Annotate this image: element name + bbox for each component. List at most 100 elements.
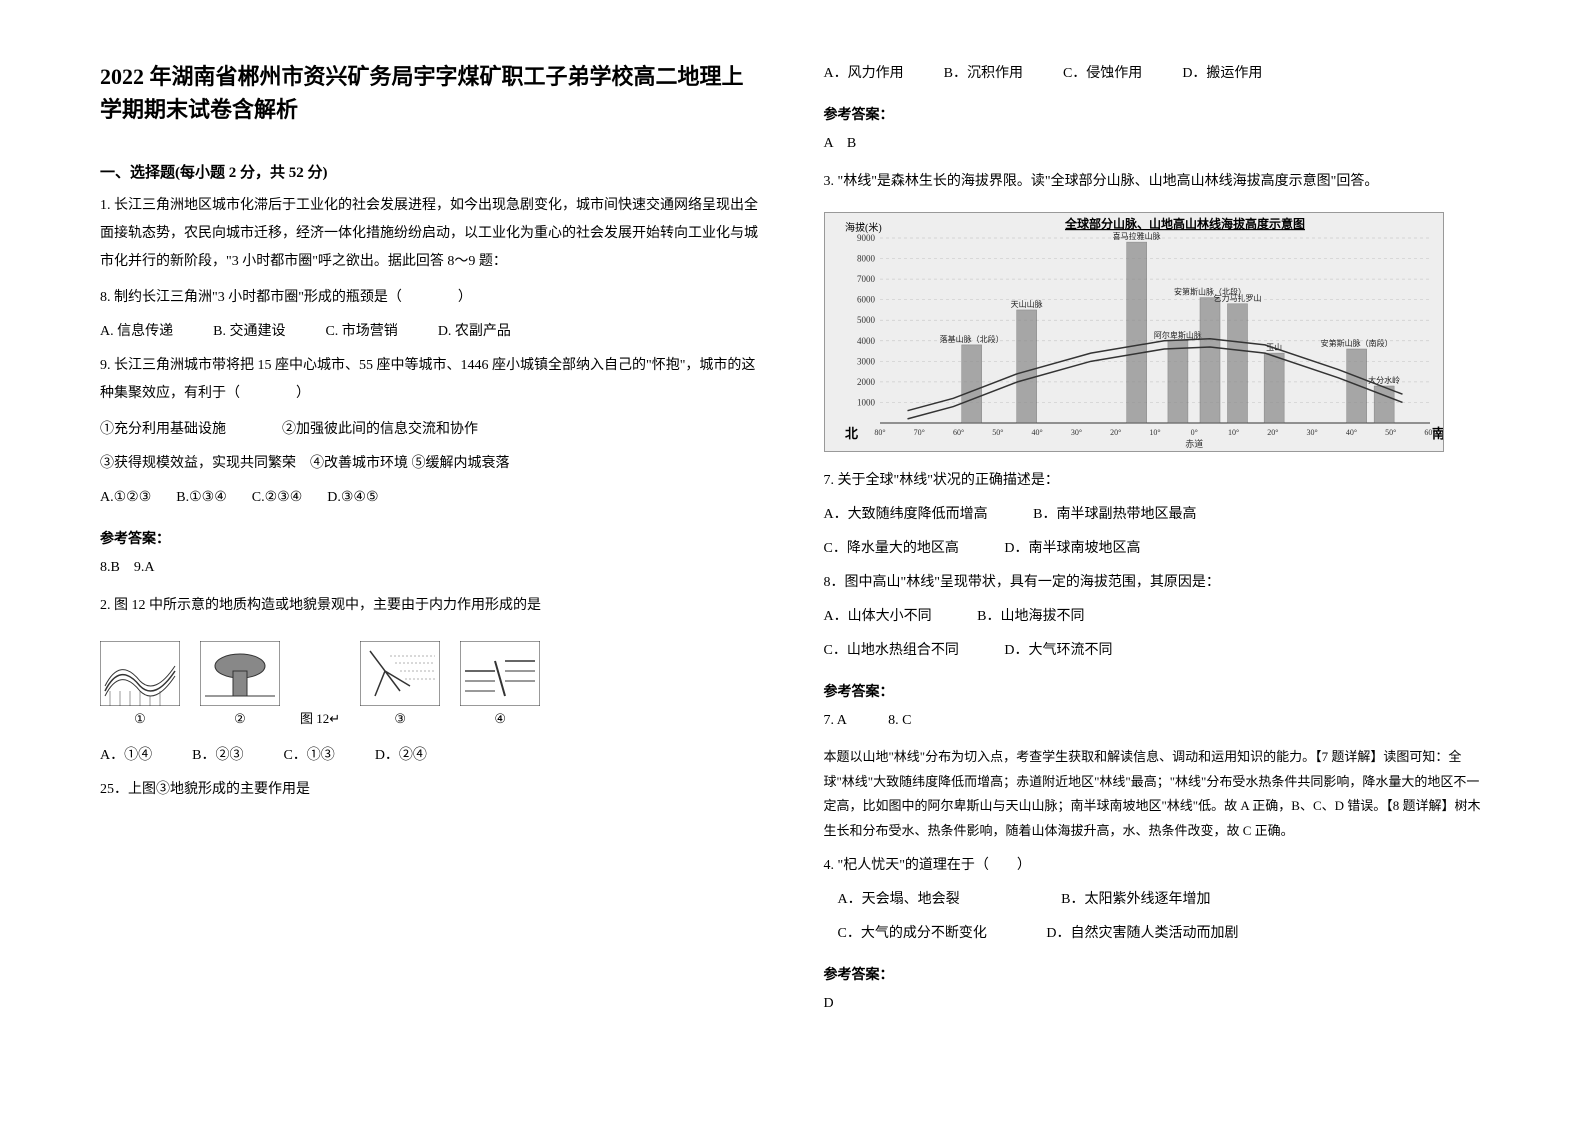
q4-opts-ab: A．天会塌、地会裂 B．太阳紫外线逐年增加 — [824, 886, 1488, 914]
q8-opt-d: D. 农副产品 — [438, 318, 511, 346]
q3-q8-b: B．山地海拔不同 — [977, 609, 1084, 624]
fig-label-3: ③ — [394, 711, 406, 727]
fig-label-4: ④ — [494, 711, 506, 727]
q3-q8: 8．图中高山"林线"呈现带状，具有一定的海拔范围，其原因是： — [824, 569, 1488, 597]
q25-stem: 25．上图③地貌形成的主要作用是 — [100, 776, 764, 804]
mushroom-rock-icon — [200, 641, 280, 706]
treeline-chart: 全球部分山脉、山地高山林线海拔高度示意图海拔(米)100020003000400… — [824, 212, 1488, 457]
q2-opt-a: A．①④ — [100, 742, 152, 770]
figure-12: ① ② 图 12↵ ③ — [100, 641, 764, 727]
svg-text:北: 北 — [845, 426, 858, 441]
svg-text:70°: 70° — [913, 428, 924, 437]
q2-options: A．①④ B．②③ C．①③ D．②④ — [100, 742, 764, 770]
q3-answer-label: 参考答案： — [824, 681, 1488, 701]
svg-text:5000: 5000 — [857, 315, 876, 325]
svg-text:赤道: 赤道 — [1185, 438, 1203, 449]
fig-label-2: ② — [234, 711, 246, 727]
q8-opt-a: A. 信息传递 — [100, 318, 173, 346]
svg-text:60°: 60° — [952, 428, 963, 437]
figure-2: ② — [200, 641, 280, 727]
q9-options: A.①②③ B.①③④ C.②③④ D.③④⑤ — [100, 484, 764, 512]
svg-text:50°: 50° — [1385, 428, 1396, 437]
q9-opt-d: D.③④⑤ — [327, 484, 378, 512]
svg-text:20°: 20° — [1267, 428, 1278, 437]
q9-opt-b: B.①③④ — [176, 484, 227, 512]
q1-answer: 8.B 9.A — [100, 554, 764, 582]
q25-opt-c: C．侵蚀作用 — [1063, 60, 1142, 88]
svg-text:10°: 10° — [1227, 428, 1238, 437]
q4-c: C．大气的成分不断变化 — [838, 926, 987, 941]
svg-text:9000: 9000 — [857, 233, 876, 243]
svg-text:40°: 40° — [1345, 428, 1356, 437]
q3-q8-d: D．大气环流不同 — [1004, 643, 1112, 658]
svg-text:安第斯山脉（南段）: 安第斯山脉（南段） — [1320, 338, 1392, 348]
q1-intro: 1. 长江三角洲地区城市化滞后于工业化的社会发展进程，如今出现急剧变化，城市间快… — [100, 192, 764, 276]
svg-text:10°: 10° — [1149, 428, 1160, 437]
svg-text:20°: 20° — [1110, 428, 1121, 437]
q25-opt-b: B．沉积作用 — [944, 60, 1023, 88]
delta-diagram-icon — [360, 641, 440, 706]
svg-text:0°: 0° — [1190, 428, 1197, 437]
figure-3: ③ — [360, 641, 440, 727]
q8-stem: 8. 制约长江三角洲"3 小时都市圈"形成的瓶颈是（ ） — [100, 284, 764, 312]
q2-opt-d: D．②④ — [375, 742, 427, 770]
section-heading: 一、选择题(每小题 2 分，共 52 分) — [100, 161, 764, 182]
q3-q7-d: D．南半球南坡地区高 — [1004, 541, 1140, 556]
q3-q7: 7. 关于全球"林线"状况的正确描述是： — [824, 467, 1488, 495]
q9-item-1: ③获得规模效益，实现共同繁荣 ④改善城市环境 ⑤缓解内城衰落 — [100, 450, 764, 478]
svg-text:7000: 7000 — [857, 274, 876, 284]
q9-opt-c: C.②③④ — [252, 484, 303, 512]
q3-q8-opts-ab: A．山体大小不同 B．山地海拔不同 — [824, 603, 1488, 631]
q3-explanation: 本题以山地"林线"分布为切入点，考查学生获取和解读信息、调动和运用知识的能力。【… — [824, 745, 1488, 844]
q4-a: A．天会塌、地会裂 — [838, 892, 960, 907]
svg-text:落基山脉（北段）: 落基山脉（北段） — [939, 334, 1003, 344]
svg-text:8000: 8000 — [857, 254, 876, 264]
right-column: A．风力作用 B．沉积作用 C．侵蚀作用 D．搬运作用 参考答案： A B 3.… — [824, 60, 1488, 1062]
svg-text:2000: 2000 — [857, 377, 876, 387]
svg-text:乞力马扎罗山: 乞力马扎罗山 — [1213, 293, 1261, 303]
q4-answer: D — [824, 990, 1488, 1018]
q25-opt-a: A．风力作用 — [824, 60, 904, 88]
q3-q8-c: C．山地水热组合不同 — [824, 643, 959, 658]
q4-stem: 4. "杞人忧天"的道理在于（ ） — [824, 852, 1488, 880]
fig-label-1: ① — [134, 711, 146, 727]
q3-q7-c: C．降水量大的地区高 — [824, 541, 959, 556]
q9-item-0: ①充分利用基础设施 ②加强彼此间的信息交流和协作 — [100, 416, 764, 444]
q4-d: D．自然灾害随人类活动而加剧 — [1046, 926, 1238, 941]
q8-options: A. 信息传递 B. 交通建设 C. 市场营销 D. 农副产品 — [100, 318, 764, 346]
q3-answer: 7. A 8. C — [824, 707, 1488, 735]
q3-q8-opts-cd: C．山地水热组合不同 D．大气环流不同 — [824, 637, 1488, 665]
q2-stem: 2. 图 12 中所示意的地质构造或地貌景观中，主要由于内力作用形成的是 — [100, 592, 764, 620]
exam-title: 2022 年湖南省郴州市资兴矿务局宇字煤矿职工子弟学校高二地理上学期期末试卷含解… — [100, 60, 764, 126]
svg-text:1000: 1000 — [857, 397, 876, 407]
q8-opt-c: C. 市场营销 — [325, 318, 397, 346]
q3-q7-a: A．大致随纬度降低而增高 — [824, 507, 988, 522]
left-column: 2022 年湖南省郴州市资兴矿务局宇字煤矿职工子弟学校高二地理上学期期末试卷含解… — [100, 60, 764, 1062]
svg-text:4000: 4000 — [857, 336, 876, 346]
svg-text:80°: 80° — [874, 428, 885, 437]
svg-text:全球部分山脉、山地高山林线海拔高度示意图: 全球部分山脉、山地高山林线海拔高度示意图 — [1063, 216, 1304, 231]
q9-intro: 9. 长江三角洲城市带将把 15 座中心城市、55 座中等城市、1446 座小城… — [100, 352, 764, 408]
svg-text:天山山脉: 天山山脉 — [1010, 299, 1042, 309]
svg-text:3000: 3000 — [857, 356, 876, 366]
fig-caption: 图 12↵ — [300, 708, 340, 727]
q3-q8-a: A．山体大小不同 — [824, 609, 932, 624]
q25-options: A．风力作用 B．沉积作用 C．侵蚀作用 D．搬运作用 — [824, 60, 1488, 88]
svg-text:喜马拉雅山脉: 喜马拉雅山脉 — [1112, 231, 1160, 241]
q9-opt-a: A.①②③ — [100, 484, 151, 512]
figure-caption-center: 图 12↵ — [300, 708, 340, 727]
q25-opt-d: D．搬运作用 — [1182, 60, 1262, 88]
q3-q7-opts-cd: C．降水量大的地区高 D．南半球南坡地区高 — [824, 535, 1488, 563]
svg-text:阿尔卑斯山脉: 阿尔卑斯山脉 — [1153, 330, 1201, 340]
q4-opts-cd: C．大气的成分不断变化 D．自然灾害随人类活动而加剧 — [824, 920, 1488, 948]
q4-b: B．太阳紫外线逐年增加 — [1061, 892, 1210, 907]
fold-diagram-icon — [100, 641, 180, 706]
figure-1: ① — [100, 641, 180, 727]
q2-answer: A B — [824, 130, 1488, 158]
q2-opt-b: B．②③ — [192, 742, 243, 770]
svg-text:30°: 30° — [1306, 428, 1317, 437]
q4-answer-label: 参考答案： — [824, 964, 1488, 984]
q2-answer-label: 参考答案： — [824, 104, 1488, 124]
q3-q7-b: B．南半球副热带地区最高 — [1033, 507, 1196, 522]
svg-text:6000: 6000 — [857, 295, 876, 305]
